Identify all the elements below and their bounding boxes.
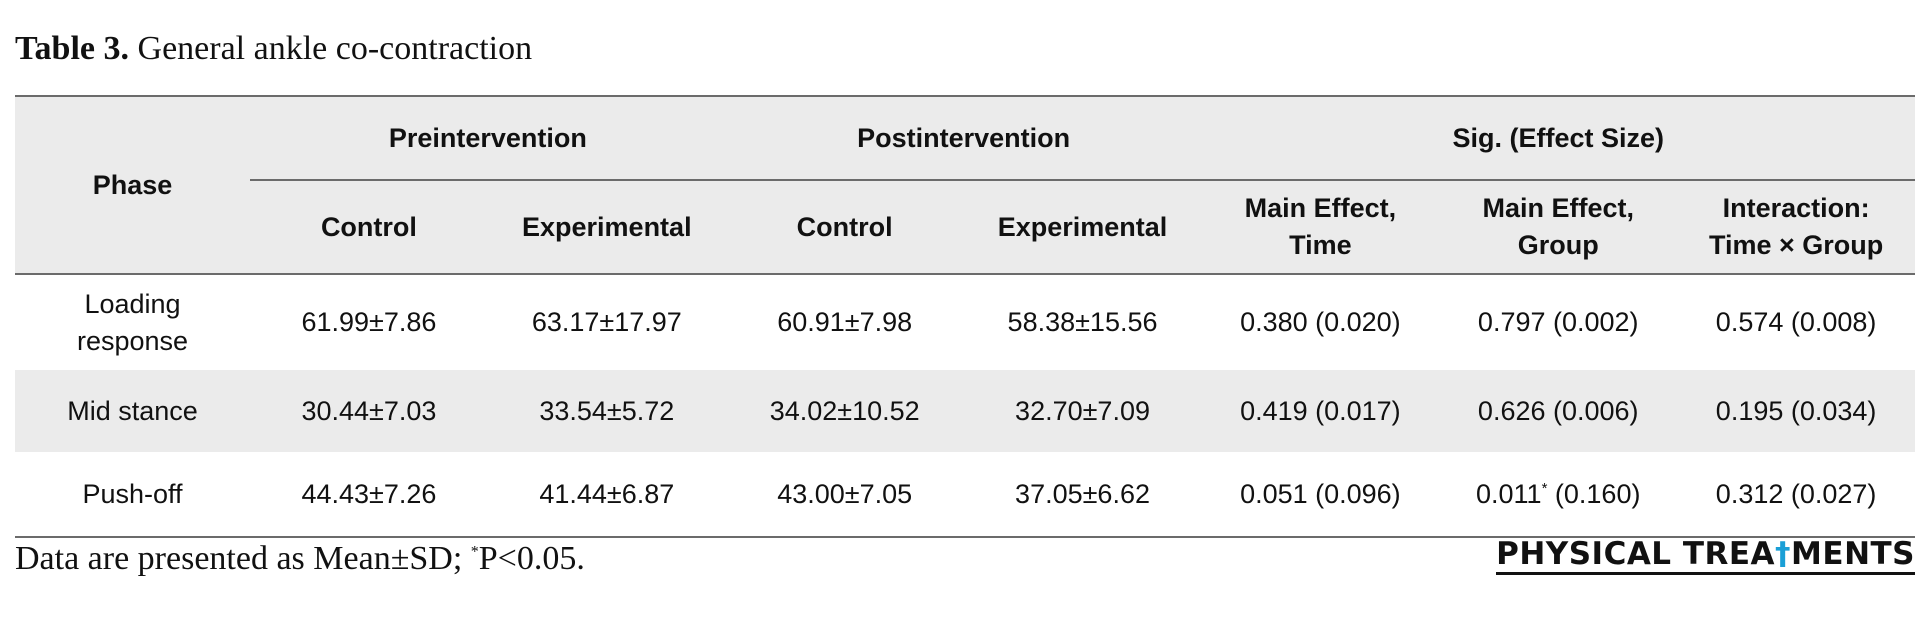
cell-post-experimental: 37.05±6.62 [963, 452, 1202, 538]
table-row-loading-response: Loading response 61.99±7.86 63.17±17.97 … [15, 274, 1916, 370]
cell-interaction: 0.574 (0.008) [1677, 274, 1916, 370]
cell-phase-line2: response [76, 325, 189, 356]
cell-post-experimental: 58.38±15.56 [963, 274, 1202, 370]
cell-main-effect-group-effect: (0.160) [1547, 478, 1641, 509]
header-pre-control: Control [250, 180, 488, 275]
header-postintervention: Postintervention [725, 95, 1202, 181]
cell-interaction: 0.195 (0.034) [1677, 370, 1916, 452]
cell-post-control: 43.00±7.05 [725, 452, 964, 538]
cell-post-control: 34.02±10.52 [725, 370, 964, 452]
significance-marker: * [1541, 479, 1548, 497]
cell-phase-line1: Loading [84, 288, 181, 319]
table-footnote: Data are presented as Mean±SD; *P<0.05. [15, 540, 585, 578]
cell-pre-experimental: 63.17±17.97 [487, 274, 726, 370]
header-main-effect-group: Main Effect, Group [1439, 180, 1678, 275]
co-contraction-table: Phase Preintervention Postintervention S… [15, 95, 1916, 538]
cell-phase: Mid stance [15, 370, 250, 452]
header-phase: Phase [15, 95, 250, 275]
header-post-control: Control [725, 180, 964, 275]
table-caption-title: General ankle co-contraction [137, 30, 533, 67]
header-row-groups: Phase Preintervention Postintervention S… [15, 95, 1916, 275]
cell-main-effect-group-value: 0.011 [1476, 478, 1542, 509]
logo-figure-icon: † [1775, 536, 1792, 572]
cell-main-effect-group: 0.626 (0.006) [1439, 370, 1678, 452]
table-container: Phase Preintervention Postintervention S… [15, 95, 1916, 538]
header-significance: Sig. (Effect Size) [1201, 95, 1916, 181]
table-caption: Table 3. General ankle co-contraction [15, 30, 532, 68]
cell-phase: Push-off [15, 452, 250, 538]
footnote-star: * [470, 543, 479, 561]
cell-pre-control: 61.99±7.86 [250, 274, 488, 370]
header-row-columns: Control Experimental Control Experimenta… [15, 180, 1916, 275]
header-main-effect-time: Main Effect, Time [1201, 180, 1440, 275]
logo-text-part1: PHYSICAL TREA [1496, 536, 1776, 572]
cell-main-effect-time: 0.380 (0.020) [1201, 274, 1440, 370]
journal-logo: PHYSICAL TREA†MENTS [1496, 536, 1915, 575]
header-main-effect-group-line1: Main Effect, [1482, 193, 1634, 223]
header-interaction: Interaction: Time × Group [1677, 180, 1916, 275]
cell-main-effect-group: 0.011* (0.160) [1439, 452, 1678, 538]
cell-pre-experimental: 41.44±6.87 [487, 452, 726, 538]
cell-pre-control: 44.43±7.26 [250, 452, 488, 538]
table-row-mid-stance: Mid stance 30.44±7.03 33.54±5.72 34.02±1… [15, 370, 1916, 452]
cell-main-effect-time: 0.051 (0.096) [1201, 452, 1440, 538]
header-main-effect-time-line2: Time [1289, 230, 1352, 260]
cell-main-effect-time: 0.419 (0.017) [1201, 370, 1440, 452]
header-main-effect-group-line2: Group [1517, 230, 1599, 260]
table-header: Phase Preintervention Postintervention S… [15, 95, 1916, 275]
cell-interaction: 0.312 (0.027) [1677, 452, 1916, 538]
cell-pre-experimental: 33.54±5.72 [487, 370, 726, 452]
header-interaction-line2: Time × Group [1708, 230, 1884, 260]
logo-text-part2: MENTS [1791, 536, 1915, 572]
cell-main-effect-group: 0.797 (0.002) [1439, 274, 1678, 370]
header-preintervention: Preintervention [250, 95, 726, 181]
header-post-experimental: Experimental [963, 180, 1202, 275]
header-main-effect-time-line1: Main Effect, [1244, 193, 1397, 223]
cell-phase: Loading response [15, 274, 250, 370]
table-body: Loading response 61.99±7.86 63.17±17.97 … [15, 274, 1916, 538]
cell-post-control: 60.91±7.98 [725, 274, 964, 370]
footnote-text-before: Data are presented as Mean±SD; [15, 540, 471, 577]
header-interaction-line1: Interaction: [1722, 193, 1870, 223]
cell-pre-control: 30.44±7.03 [250, 370, 488, 452]
footnote-text-after: P<0.05. [478, 540, 585, 577]
header-pre-experimental: Experimental [487, 180, 726, 275]
table-row-push-off: Push-off 44.43±7.26 41.44±6.87 43.00±7.0… [15, 452, 1916, 538]
cell-post-experimental: 32.70±7.09 [963, 370, 1202, 452]
table-caption-label: Table 3. [15, 30, 130, 67]
